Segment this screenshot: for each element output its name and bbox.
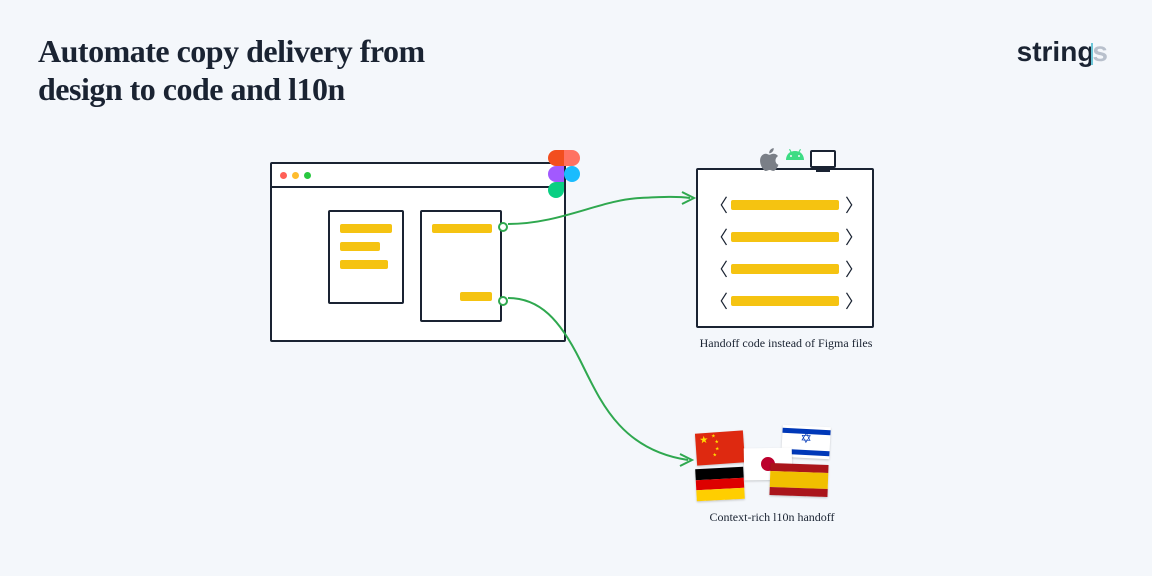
window-chrome <box>272 164 564 188</box>
android-icon <box>784 148 806 172</box>
copy-line <box>432 224 492 233</box>
copy-line <box>340 224 392 233</box>
copy-line <box>340 260 388 269</box>
flag-spain-icon <box>769 463 828 497</box>
code-token <box>731 296 839 306</box>
design-source-panel <box>270 162 566 342</box>
apple-icon <box>760 148 780 172</box>
code-row: 〈 〉 <box>710 256 860 282</box>
angle-open-icon: 〈 <box>710 224 725 250</box>
brand-logo: strings <box>1017 36 1108 68</box>
copy-line <box>340 242 380 251</box>
traffic-light-green-icon <box>304 172 311 179</box>
headline-line1: Automate copy delivery from <box>38 33 425 69</box>
code-row: 〈 〉 <box>710 288 860 314</box>
code-row: 〈 〉 <box>710 224 860 250</box>
code-token <box>731 232 839 242</box>
connection-node <box>498 222 508 232</box>
headline-line2: design to code and l10n <box>38 71 345 107</box>
logo-part2: s <box>1092 36 1108 67</box>
code-row: 〈 〉 <box>710 192 860 218</box>
flag-china-icon: ★ ★ ★ ★ ★ <box>695 430 745 465</box>
traffic-light-red-icon <box>280 172 287 179</box>
angle-close-icon: 〉 <box>845 288 860 314</box>
copy-line <box>460 292 492 301</box>
locale-flags: ★ ★ ★ ★ ★ ✡ <box>692 430 852 500</box>
code-handoff-panel: 〈 〉 〈 〉 〈 〉 〈 〉 <box>696 168 874 328</box>
angle-close-icon: 〉 <box>845 192 860 218</box>
desktop-icon <box>810 150 836 172</box>
connection-node <box>498 296 508 306</box>
design-card-b <box>420 210 502 322</box>
angle-close-icon: 〉 <box>845 224 860 250</box>
platform-icons <box>760 148 836 172</box>
design-card-a <box>328 210 404 304</box>
code-caption: Handoff code instead of Figma files <box>696 336 876 351</box>
flag-germany-icon <box>695 467 745 501</box>
angle-open-icon: 〈 <box>710 256 725 282</box>
traffic-light-yellow-icon <box>292 172 299 179</box>
code-token <box>731 200 839 210</box>
code-token <box>731 264 839 274</box>
logo-part1: string <box>1017 36 1095 67</box>
headline: Automate copy delivery from design to co… <box>38 32 425 109</box>
angle-close-icon: 〉 <box>845 256 860 282</box>
angle-open-icon: 〈 <box>710 288 725 314</box>
l10n-caption: Context-rich l10n handoff <box>692 510 852 525</box>
angle-open-icon: 〈 <box>710 192 725 218</box>
